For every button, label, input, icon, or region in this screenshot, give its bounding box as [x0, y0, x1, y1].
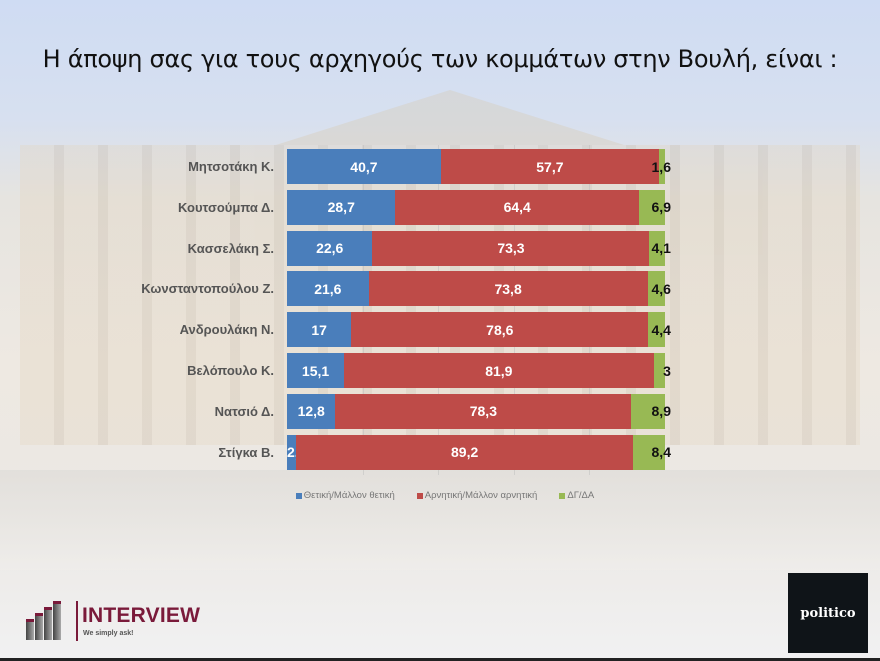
category-label: Βελόπουλο Κ. [187, 363, 274, 378]
data-label: 57,7 [536, 158, 564, 175]
category-label: Νατσιό Δ. [214, 403, 274, 419]
legend-label: Αρνητική/Μάλλον αρνητική [424, 490, 538, 501]
gridline [513, 145, 515, 475]
bar-segment-neg: 78,6 [351, 312, 649, 348]
stacked-bar: 15,1 81,9 3 [287, 353, 671, 388]
data-label: 4,1 [651, 240, 671, 257]
bar-segment-pos: 12,8 [287, 393, 336, 429]
legend-swatch-icon [295, 492, 302, 499]
bar-segment-pos: 15,1 [287, 353, 345, 388]
chart-row: Κουτσούμπα Δ. 28,7 64,4 6,9 [0, 189, 880, 225]
data-label: 73,3 [497, 240, 525, 257]
data-label: 4,6 [651, 280, 671, 297]
bar-segment-neg: 73,3 [372, 230, 650, 266]
category-label: Κωνσταντοπούλου Ζ. [141, 281, 274, 297]
bottom-border [0, 658, 880, 661]
bar-segment-neg: 64,4 [395, 189, 639, 225]
data-label: 89,2 [451, 444, 479, 461]
gridline [589, 145, 591, 475]
politico-logo-text: politico [800, 605, 856, 621]
legend-swatch-icon [416, 492, 423, 499]
stacked-bar: 21,6 73,8 4,6 [287, 271, 671, 307]
stacked-bar: 17 78,6 4,4 [287, 312, 671, 348]
legend-label: ΔΓ/ΔΑ [567, 490, 595, 501]
interview-tagline: We simply ask! [83, 630, 134, 637]
data-label: 78,6 [486, 321, 514, 338]
category-label: Κουτσούμπα Δ. [177, 199, 274, 215]
data-label: 6,9 [651, 199, 671, 216]
data-label: 4,4 [651, 321, 671, 338]
stacked-bar: 22,6 73,3 4,1 [287, 230, 671, 266]
stacked-bar: 2,4 89,2 8,4 [287, 434, 671, 470]
legend-swatch-icon [559, 492, 566, 499]
data-label: 8,9 [651, 403, 671, 420]
bar-segment-dk: 4,6 [647, 271, 671, 307]
legend-item: ΔΓ/ΔΑ [559, 490, 594, 501]
category-label: Ανδρουλάκη Ν. [179, 322, 274, 338]
logo-divider [76, 601, 78, 641]
interview-bars-icon [22, 600, 67, 645]
category-label: Μητσοτάκη Κ. [188, 159, 274, 174]
data-label: 78,3 [469, 403, 497, 420]
bar-segment-dk: 4,4 [648, 312, 671, 348]
gridline [362, 145, 364, 475]
bar-segment-pos: 2,4 [287, 434, 306, 470]
chart-row: Μητσοτάκη Κ. 40,7 57,7 1,6 [0, 149, 880, 184]
data-label: 15,1 [301, 362, 330, 379]
chart-row: Στίγκα Β. 2,4 89,2 8,4 [0, 434, 880, 470]
bar-segment-dk: 4,1 [649, 230, 671, 266]
stacked-bar: 40,7 57,7 1,6 [287, 149, 671, 184]
ground-background [0, 470, 880, 570]
bar-segment-pos: 21,6 [287, 271, 369, 307]
data-label: 3 [663, 362, 671, 379]
bar-segment-neg: 57,7 [440, 149, 659, 184]
legend-item: Θετική/Μάλλον θετική [295, 490, 395, 501]
legend-label: Θετική/Μάλλον θετική [303, 490, 395, 501]
data-label: 73,8 [494, 280, 522, 297]
bar-segment-neg: 73,8 [368, 271, 648, 307]
data-label: 17 [311, 321, 327, 338]
bar-segment-pos: 22,6 [287, 230, 373, 266]
politico-logo: politico [788, 573, 868, 653]
legend-item: Αρνητική/Μάλλον αρνητική [416, 490, 538, 501]
data-label: 81,9 [485, 362, 513, 379]
data-label: 22,6 [316, 240, 344, 257]
bar-segment-neg: 89,2 [296, 434, 634, 470]
chart-row: Κωνσταντοπούλου Ζ. 21,6 73,8 4,6 [0, 271, 880, 307]
bar-segment-dk: 1,6 [652, 149, 671, 184]
chart-row: Νατσιό Δ. 12,8 78,3 8,9 [0, 393, 880, 429]
stacked-bar: 12,8 78,3 8,9 [287, 393, 671, 429]
bar-segment-dk: 8,4 [633, 434, 671, 470]
chart-row: Ανδρουλάκη Ν. 17 78,6 4,4 [0, 312, 880, 348]
bar-segment-dk: 6,9 [638, 189, 671, 225]
category-label: Στίγκα Β. [218, 444, 274, 460]
bar-segment-dk: 8,9 [631, 393, 671, 429]
gridline [438, 145, 440, 475]
interview-name: INTERVIEW [82, 604, 201, 627]
data-label: 21,6 [314, 280, 342, 297]
interview-logo: INTERVIEW We simply ask! [22, 600, 222, 645]
category-label: Κασσελάκη Σ. [187, 240, 274, 256]
data-label: 1,6 [651, 158, 671, 175]
bar-segment-neg: 81,9 [344, 353, 654, 388]
bar-segment-pos: 17 [287, 312, 352, 348]
chart-title: Η άποψη σας για τους αρχηγούς των κομμάτ… [42, 45, 838, 73]
bar-segment-neg: 78,3 [335, 393, 632, 429]
bar-segment-pos: 28,7 [287, 189, 396, 225]
stacked-bar: 28,7 64,4 6,9 [287, 189, 671, 225]
chart-row: Κασσελάκη Σ. 22,6 73,3 4,1 [0, 230, 880, 266]
data-label: 8,4 [651, 444, 671, 461]
data-label: 12,8 [297, 403, 325, 420]
bar-segment-pos: 40,7 [287, 149, 441, 184]
data-label: 28,7 [327, 199, 355, 216]
data-label: 64,4 [503, 199, 531, 216]
chart-legend: Θετική/Μάλλον θετική Αρνητική/Μάλλον αρνη… [260, 490, 630, 501]
data-label: 40,7 [350, 158, 378, 175]
chart-row: Βελόπουλο Κ. 15,1 81,9 3 [0, 353, 880, 388]
bar-segment-dk: 3 [653, 353, 671, 388]
